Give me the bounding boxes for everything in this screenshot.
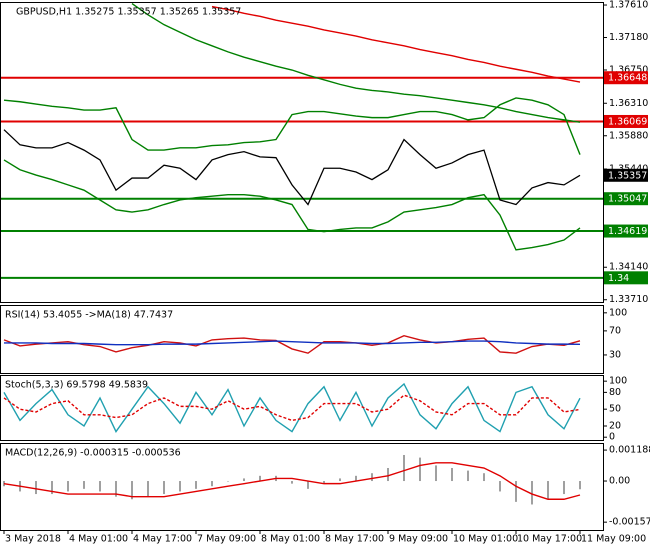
histogram-bar — [371, 473, 373, 482]
histogram-bar — [67, 481, 69, 492]
series-line — [3, 159, 581, 251]
histogram-bar — [339, 478, 341, 482]
level-label: 1.35047 — [608, 194, 647, 205]
y-tick-label: 20 — [609, 420, 621, 431]
histogram-bar — [307, 481, 309, 489]
level-label: 1.36069 — [608, 116, 647, 127]
level-box — [604, 114, 648, 128]
histogram-bar — [115, 481, 117, 497]
histogram-bar — [243, 478, 245, 482]
panel-label: GBPUSD,H1 1.35275 1.35357 1.35265 1.3535… — [16, 7, 241, 18]
panel — [0, 375, 604, 441]
last-price-label: 1.35357 — [608, 170, 647, 181]
histogram-bar — [211, 481, 213, 487]
level-box — [604, 192, 648, 206]
panel-label: MACD(12,26,9) -0.000315 -0.000536 — [5, 448, 181, 459]
histogram-bar — [179, 481, 181, 492]
y-tick-label: 1.34140 — [609, 262, 648, 273]
histogram-bar — [547, 481, 549, 500]
y-tick-label: 1.36750 — [609, 65, 648, 76]
histogram-bar — [531, 481, 533, 505]
y-tick-label: 30 — [609, 349, 621, 360]
x-tick-label: 8 May 17:00 — [325, 534, 384, 545]
series-line — [131, 2, 581, 123]
histogram-bar — [99, 481, 101, 492]
series-line — [3, 129, 581, 206]
y-tick-label: 1.33710 — [609, 294, 648, 305]
x-tick-label: 8 May 01:00 — [261, 534, 320, 545]
histogram-bar — [403, 454, 405, 482]
histogram-bar — [451, 468, 453, 482]
histogram-bar — [499, 481, 501, 492]
series-line — [211, 5, 581, 83]
y-tick-label: 1.35880 — [609, 130, 648, 141]
y-tick-label: 1.37180 — [609, 32, 648, 43]
y-tick-label: 80 — [609, 387, 621, 398]
histogram-bar — [259, 475, 261, 482]
y-tick-label: -0.001579 — [609, 517, 650, 528]
last-price-box — [604, 168, 648, 182]
y-tick-label: 0.001188 — [609, 445, 650, 456]
histogram-bar — [435, 465, 437, 482]
histogram-bar — [291, 481, 293, 484]
level-box — [604, 271, 648, 285]
panel-label: Stoch(5,3,3) 69.5798 49.5839 — [5, 380, 148, 391]
level-label: 1.34619 — [608, 226, 647, 237]
histogram-bar — [419, 457, 421, 482]
histogram-bar — [83, 481, 85, 489]
x-tick-label: 3 May 2018 — [5, 534, 61, 545]
histogram-bar — [515, 481, 517, 502]
histogram-bar — [387, 468, 389, 482]
series-line — [3, 97, 581, 155]
x-tick-label: 4 May 17:00 — [133, 534, 192, 545]
histogram-bar — [355, 475, 357, 482]
y-tick-label: 1.37610 — [609, 0, 648, 11]
histogram-bar — [579, 481, 581, 490]
level-box — [604, 224, 648, 238]
series-line — [3, 462, 581, 500]
histogram-bar — [147, 481, 149, 497]
x-tick-label: 10 May 17:00 — [517, 534, 582, 545]
y-tick-label: 50 — [609, 404, 621, 415]
histogram-bar — [131, 481, 133, 500]
histogram-bar — [163, 481, 165, 495]
x-tick-label: 7 May 09:00 — [197, 534, 256, 545]
y-tick-label: 0 — [609, 432, 615, 443]
histogram-bar — [195, 481, 197, 489]
level-box — [604, 71, 648, 85]
histogram-bar — [323, 481, 325, 484]
y-tick-label: 1.36310 — [609, 98, 648, 109]
histogram-bar — [35, 481, 37, 495]
series-line — [3, 394, 581, 422]
level-label: 1.36648 — [608, 73, 647, 84]
x-tick-label: 10 May 01:00 — [453, 534, 518, 545]
x-tick-label: 4 May 01:00 — [69, 534, 128, 545]
histogram-bar — [563, 481, 565, 495]
y-tick-label: 100 — [609, 307, 627, 318]
panel — [0, 2, 604, 303]
y-tick-label: 0.00 — [609, 476, 630, 487]
histogram-bar — [51, 481, 53, 495]
panel-label: RSI(14) 53.4055 ->MA(18) 47.7437 — [5, 310, 173, 321]
series-line — [4, 340, 581, 346]
panel — [0, 305, 604, 374]
y-tick-label: 100 — [609, 376, 627, 387]
histogram-bar — [227, 481, 229, 482]
y-tick-label: 70 — [609, 325, 621, 336]
histogram-bar — [483, 473, 485, 482]
x-tick-label: 9 May 09:00 — [389, 534, 448, 545]
series-line — [3, 382, 581, 433]
level-label: 1.34 — [608, 273, 629, 284]
series-line — [3, 334, 581, 354]
histogram-bar — [467, 470, 469, 482]
x-tick-label: 11 May 09:00 — [581, 534, 646, 545]
